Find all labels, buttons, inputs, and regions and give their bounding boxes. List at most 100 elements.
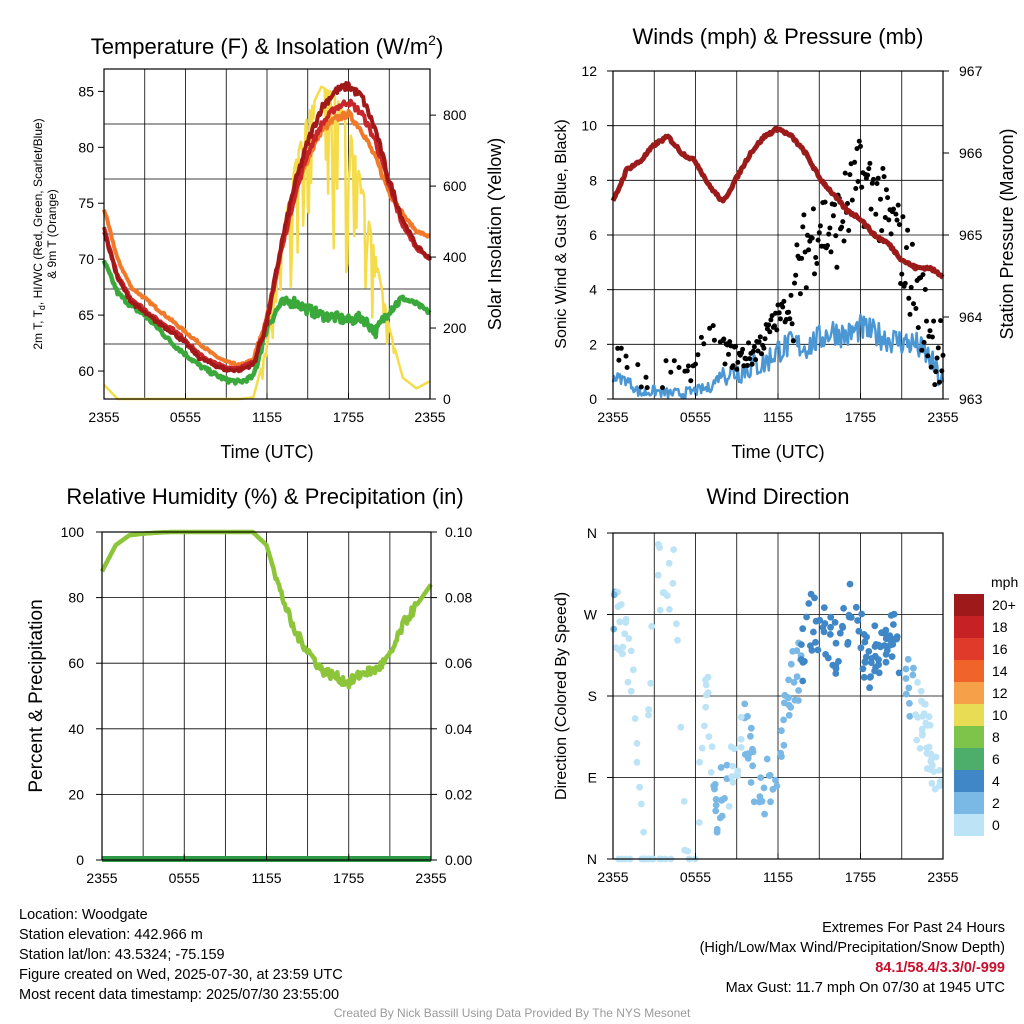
- gust-point: [852, 159, 858, 165]
- temperature-right-ticks: 0 200 400 600 800: [430, 107, 467, 407]
- colorbar-swatch: [954, 792, 984, 814]
- gust-point: [701, 341, 707, 347]
- colorbar-swatch: [954, 770, 984, 792]
- direction-point: [744, 754, 752, 762]
- direction-point: [905, 684, 913, 692]
- direction-point: [669, 579, 677, 587]
- direction-point: [866, 684, 873, 692]
- direction-point: [747, 732, 754, 740]
- direction-point: [674, 636, 681, 644]
- direction-point: [750, 798, 758, 806]
- x-tick-label: 2355: [415, 870, 446, 886]
- gust-point: [932, 382, 938, 388]
- gust-point: [768, 317, 774, 323]
- gust-point: [841, 238, 847, 244]
- gust-point: [896, 222, 902, 228]
- direction-point: [713, 825, 721, 833]
- gust-point: [734, 366, 740, 372]
- gust-point: [735, 359, 741, 365]
- direction-point: [717, 764, 725, 771]
- direction-point: [902, 665, 910, 673]
- gust-point: [874, 181, 880, 186]
- direction-point: [707, 769, 715, 776]
- gust-point: [878, 196, 883, 202]
- humidity-title: Relative Humidity (%) & Precipitation (i…: [66, 484, 463, 509]
- gust-point: [688, 378, 694, 384]
- y-tick-label: 0.06: [445, 655, 472, 671]
- colorbar-swatch: [954, 704, 984, 726]
- direction-point: [936, 767, 943, 774]
- direction-point: [854, 617, 861, 624]
- gust-point: [869, 180, 875, 186]
- y-tick-label: 965: [959, 227, 983, 243]
- gust-point: [899, 271, 905, 277]
- gust-point: [913, 306, 919, 311]
- direction-point: [812, 638, 819, 646]
- gust-point: [842, 170, 848, 176]
- y-tick-label: 0.08: [445, 590, 472, 606]
- gust-point: [849, 197, 855, 203]
- temperature-ylabel-left: 2m T, Td, HI/WC (Red, Green, Scarlet/Blu…: [31, 118, 47, 349]
- direction-point: [860, 673, 868, 681]
- direction-point: [631, 715, 639, 722]
- gust-point: [793, 272, 799, 278]
- direction-point: [696, 758, 703, 766]
- direction-point: [890, 621, 897, 628]
- gust-point: [919, 347, 925, 353]
- direction-point: [718, 796, 725, 804]
- gust-point: [615, 345, 621, 351]
- direction-point: [927, 750, 935, 758]
- gust-point: [740, 346, 746, 352]
- figure-created: Figure created on Wed, 2025-07-30, at 23…: [19, 967, 343, 983]
- direction-point: [778, 753, 785, 760]
- gust-point: [780, 304, 786, 310]
- gust-point: [840, 219, 846, 225]
- direction-point: [756, 793, 764, 800]
- winds-left-ticks: 0 2 4 6 8 10 12: [581, 63, 613, 407]
- colorbar-label: 10: [992, 707, 1008, 723]
- direction-point: [656, 606, 664, 614]
- gust-point: [801, 212, 807, 218]
- gust-point: [891, 206, 896, 212]
- direction-point: [789, 648, 797, 655]
- gust-point: [710, 323, 716, 329]
- direction-point: [760, 784, 768, 792]
- title-superscript: 2: [428, 32, 436, 48]
- y-tick-label: 85: [78, 83, 94, 99]
- humidity-left-ticks: 0 20 40 60 80 100: [61, 524, 102, 868]
- direction-point: [700, 722, 708, 730]
- direction-point: [857, 644, 865, 652]
- direction-point: [799, 625, 807, 633]
- y-tick-label: 100: [61, 524, 85, 540]
- direction-point: [716, 814, 724, 822]
- y-tick-label: 966: [959, 145, 983, 161]
- colorbar-swatch: [954, 616, 984, 638]
- direction-point: [895, 669, 903, 677]
- direction-point: [882, 658, 890, 666]
- direction-point: [811, 594, 818, 602]
- direction-point: [936, 778, 944, 786]
- gust-point: [797, 291, 803, 297]
- direction-point: [702, 681, 710, 689]
- gust-point: [895, 202, 901, 208]
- y-tick-label: 10: [581, 118, 597, 134]
- direction-point: [761, 810, 768, 818]
- winds-series: [610, 125, 946, 400]
- direction-point: [785, 711, 793, 719]
- y-tick-label: 40: [68, 721, 84, 737]
- extremes-info: Extremes For Past 24 Hours (High/Low/Max…: [700, 918, 1005, 998]
- gust-point: [707, 325, 713, 331]
- y-tick-label: 75: [78, 195, 94, 211]
- y-tick-label: S: [588, 688, 597, 704]
- direction-point: [799, 677, 807, 685]
- gust-point: [753, 357, 759, 363]
- direction-point: [645, 711, 652, 719]
- direction-point: [904, 655, 912, 663]
- y-tick-label: E: [588, 770, 597, 786]
- direction-point: [805, 600, 813, 607]
- x-tick-label: 1755: [845, 409, 876, 425]
- gust-point: [788, 292, 794, 298]
- direction-point: [633, 758, 641, 766]
- gust-point: [730, 363, 736, 369]
- direction-point: [902, 690, 910, 698]
